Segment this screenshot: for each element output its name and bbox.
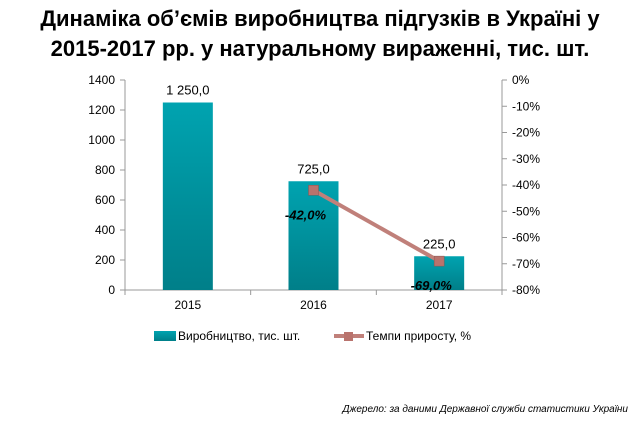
- y-left-tick-label: 1400: [88, 73, 115, 87]
- chart-title: Динаміка об’ємів виробництва підгузків в…: [0, 4, 640, 64]
- y-left-tick-label: 400: [95, 223, 115, 237]
- y-right-tick-label: -10%: [512, 99, 540, 113]
- y-left-tick-label: 1200: [88, 103, 115, 117]
- y-right-tick-label: 0%: [512, 73, 530, 87]
- bar-value-label: 225,0: [423, 236, 456, 251]
- legend-line-label: Темпи приросту, %: [366, 329, 471, 343]
- y-left-tick-label: 1000: [88, 133, 115, 147]
- source-note: Джерело: за даними Державної служби стат…: [342, 404, 628, 415]
- y-left-tick-label: 600: [95, 193, 115, 207]
- line-value-label: -42,0%: [285, 207, 327, 222]
- x-tick-label: 2015: [174, 298, 201, 312]
- bar: [162, 102, 213, 290]
- line-point-marker: [433, 255, 445, 267]
- line-point-marker: [308, 185, 319, 196]
- chart-title-line-2: 2015-2017 рр. у натуральному вираженні, …: [50, 36, 590, 61]
- y-right-tick-label: -60%: [512, 231, 540, 245]
- y-right-tick-label: -40%: [512, 178, 540, 192]
- legend: Виробництво, тис. шт. Темпи приросту, %: [154, 329, 471, 343]
- x-tick-label: 2016: [300, 298, 327, 312]
- x-tick-label: 2017: [426, 298, 453, 312]
- y-left-tick-label: 0: [108, 283, 115, 297]
- bar-value-label: 725,0: [297, 161, 330, 176]
- line-value-label: -69,0%: [411, 278, 453, 293]
- legend-line-marker: [344, 332, 353, 341]
- y-right-tick-label: -30%: [512, 152, 540, 166]
- y-right-tick-label: -80%: [512, 283, 540, 297]
- chart-axes: 0 200 400 600 800 1000 1200 1400 0% -10% -20% -30% -…: [88, 73, 540, 312]
- y-right-tick-label: -20%: [512, 126, 540, 140]
- bar: [288, 181, 339, 290]
- bar-value-label: 1 250,0: [166, 83, 209, 98]
- data-labels: 1 250,0 725,0 225,0 -42,0% -69,0%: [166, 83, 455, 294]
- legend-bar-swatch: [154, 331, 176, 341]
- y-left-tick-label: 200: [95, 253, 115, 267]
- legend-bar-label: Виробництво, тис. шт.: [178, 329, 300, 343]
- growth-line: [312, 188, 441, 263]
- y-right-tick-label: -50%: [512, 204, 540, 218]
- chart-title-line-1: Динаміка об’ємів виробництва підгузків в…: [40, 6, 600, 31]
- y-right-tick-label: -70%: [512, 257, 540, 271]
- y-left-tick-label: 800: [95, 163, 115, 177]
- bar-series: [162, 102, 465, 290]
- line-series: [308, 185, 445, 267]
